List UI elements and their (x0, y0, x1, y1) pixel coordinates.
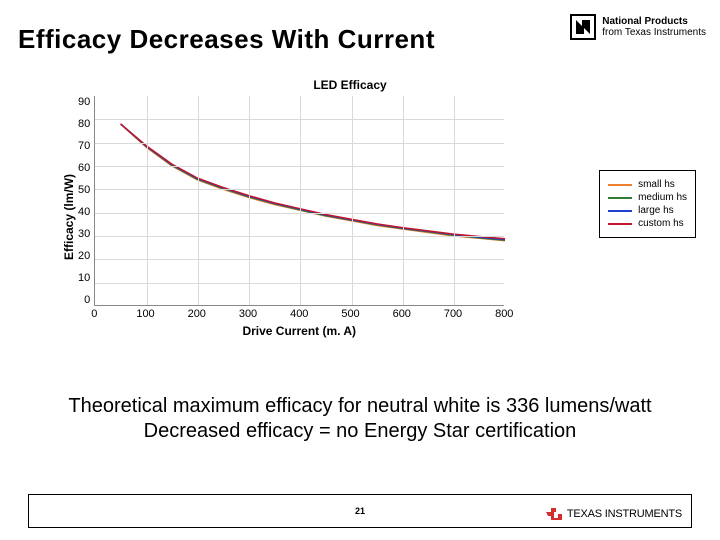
chart-legend: small hs medium hs large hs custom hs (599, 170, 696, 238)
ti-logo-text: TEXAS INSTRUMENTS (567, 508, 682, 520)
chart-title: LED Efficacy (60, 78, 640, 92)
legend-label: small hs (638, 179, 675, 190)
body-line-1: Theoretical maximum efficacy for neutral… (40, 394, 680, 419)
plot-area (94, 96, 504, 306)
legend-label: medium hs (638, 192, 687, 203)
slide-title: Efficacy Decreases With Current (18, 24, 435, 55)
np-logo-line1: National Products (602, 16, 706, 27)
legend-item: small hs (608, 179, 687, 190)
np-logo-line2: from Texas Instruments (602, 27, 706, 38)
national-products-logo: National Products from Texas Instruments (570, 14, 706, 40)
y-axis-label: Efficacy (lm/W) (60, 96, 78, 338)
np-logo-icon (570, 14, 596, 40)
legend-item: custom hs (608, 218, 687, 229)
legend-swatch (608, 184, 632, 186)
legend-label: custom hs (638, 218, 684, 229)
x-axis-ticks: 0100200300400500600700800 (94, 308, 504, 322)
legend-item: large hs (608, 205, 687, 216)
efficacy-chart: LED Efficacy Efficacy (lm/W) 90807060504… (60, 78, 640, 358)
y-axis-ticks: 9080706050403020100 (78, 96, 94, 306)
legend-item: medium hs (608, 192, 687, 203)
legend-swatch (608, 223, 632, 225)
body-text: Theoretical maximum efficacy for neutral… (40, 394, 680, 444)
legend-label: large hs (638, 205, 674, 216)
x-axis-label: Drive Current (m. A) (94, 324, 504, 338)
page-number: 21 (355, 506, 365, 516)
ti-logo-icon (545, 505, 563, 523)
legend-swatch (608, 210, 632, 212)
ti-logo: TEXAS INSTRUMENTS (545, 505, 682, 523)
legend-swatch (608, 197, 632, 199)
body-line-2: Decreased efficacy = no Energy Star cert… (40, 419, 680, 444)
